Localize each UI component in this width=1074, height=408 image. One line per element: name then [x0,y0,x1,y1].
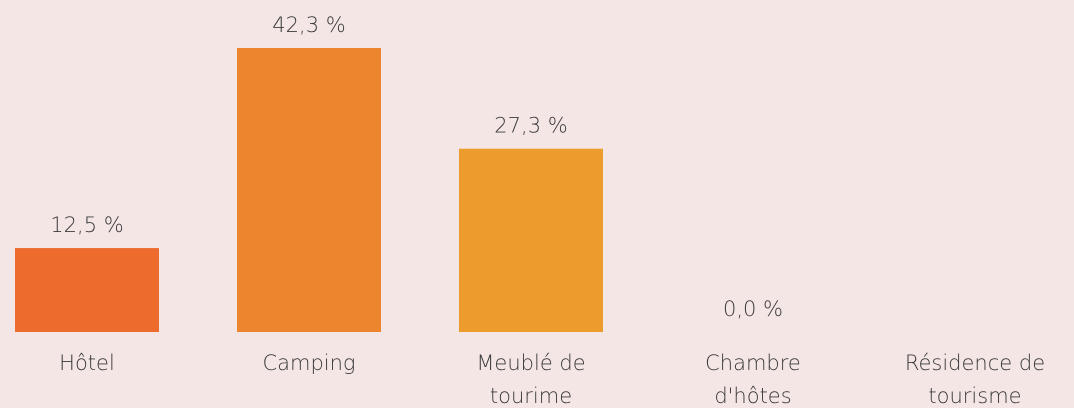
x-tick-label-line: tourime [490,384,572,408]
x-tick-label-line: Meublé de [476,351,585,375]
bar [15,248,159,332]
bar [459,148,603,332]
x-tick-label: Résidence de tourisme [905,351,1045,408]
x-tick-label-line: d'hôtes [714,384,791,408]
x-tick-label-line: Hôtel [59,351,115,375]
x-tick-label-line: Camping [262,351,355,375]
x-tick-label-line: Résidence de [905,351,1045,375]
x-tick-label-line: tourisme [928,384,1021,408]
value-label: 12,5 % [50,213,123,237]
x-tick-label-line: Chambre [705,351,801,375]
value-label: 27,3 % [494,114,567,138]
value-label: 0,0 % [723,297,783,321]
bar [237,48,381,332]
x-tick-label: Camping [262,351,355,375]
x-tick-label: Chambre d'hôtes [705,351,801,408]
x-tick-label: Meublé de tourime [476,351,585,408]
value-label: 42,3 % [272,13,345,37]
x-tick-label: Hôtel [59,351,115,375]
